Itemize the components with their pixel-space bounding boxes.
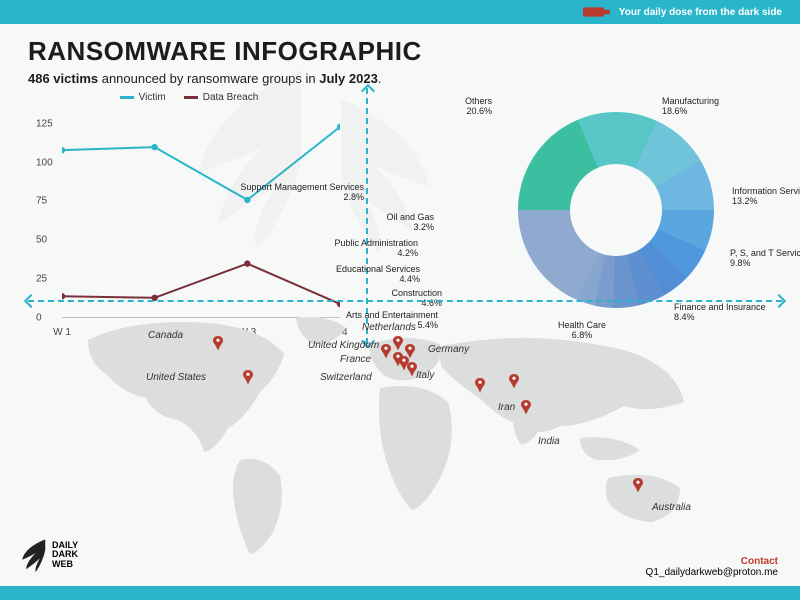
subtitle: 486 victims announced by ransomware grou… (28, 71, 772, 86)
line-chart: Victim Data Breach 0255075100125W 1W 2W … (28, 92, 350, 344)
country-label: United States (146, 372, 206, 383)
map-pin (521, 400, 531, 410)
country-label: Australia (652, 502, 691, 513)
country-label: Iran (498, 402, 515, 413)
donut-ring (518, 112, 714, 308)
donut-label: P, S, and T Services9.8% (730, 248, 800, 269)
y-tick: 50 (36, 235, 47, 246)
contact-block: Contact Q1_dailydarkweb@proton.me (646, 556, 778, 578)
wing-icon (18, 538, 48, 572)
tagline-icon (583, 5, 611, 19)
contact-email: Q1_dailydarkweb@proton.me (646, 567, 778, 578)
donut-label: Public Administration4.2% (334, 238, 418, 259)
contact-title: Contact (646, 556, 778, 567)
donut-label: Educational Services4.4% (336, 264, 420, 285)
map-pin (633, 478, 643, 488)
map-pin (405, 344, 415, 354)
y-tick: 100 (36, 157, 53, 168)
country-label: Netherlands (362, 322, 416, 333)
horizontal-divider (28, 300, 782, 302)
country-label: United Kingdom (308, 340, 379, 351)
map-pin (393, 336, 403, 346)
legend-breach: Data Breach (184, 92, 259, 103)
legend-victim: Victim (120, 92, 166, 103)
page-title: RANSOMWARE INFOGRAPHIC (28, 36, 772, 67)
y-tick: 125 (36, 118, 53, 129)
donut-label: Oil and Gas3.2% (386, 212, 434, 233)
donut-label: Others20.6% (465, 96, 492, 117)
map-pin (381, 344, 391, 354)
country-label: India (538, 436, 560, 447)
line-plot (62, 116, 340, 318)
y-tick: 25 (36, 274, 47, 285)
donut-chart: Manufacturing18.6%Information Service13.… (350, 92, 772, 344)
country-label: Canada (148, 330, 183, 341)
donut-label: Construction4.6% (391, 288, 442, 309)
brand-logo: DAILYDARKWEB (18, 538, 78, 572)
world-map: Canada United States Netherlands United Kin… (28, 310, 772, 560)
donut-label: Information Service13.2% (732, 186, 800, 207)
map-pin (213, 336, 223, 346)
country-label: France (340, 354, 371, 365)
map-pin (475, 378, 485, 388)
line-legend: Victim Data Breach (28, 92, 350, 103)
tagline: Your daily dose from the dark side (619, 7, 782, 18)
y-tick: 75 (36, 196, 47, 207)
map-pin (509, 374, 519, 384)
bottom-bar (0, 586, 800, 600)
country-label: Switzerland (320, 372, 372, 383)
country-label: Germany (428, 344, 469, 355)
donut-label: Manufacturing18.6% (662, 96, 719, 117)
top-bar: Your daily dose from the dark side (0, 0, 800, 24)
country-label: Italy (416, 370, 434, 381)
map-pin (243, 370, 253, 380)
donut-label: Support Management Services2.8% (240, 182, 364, 203)
